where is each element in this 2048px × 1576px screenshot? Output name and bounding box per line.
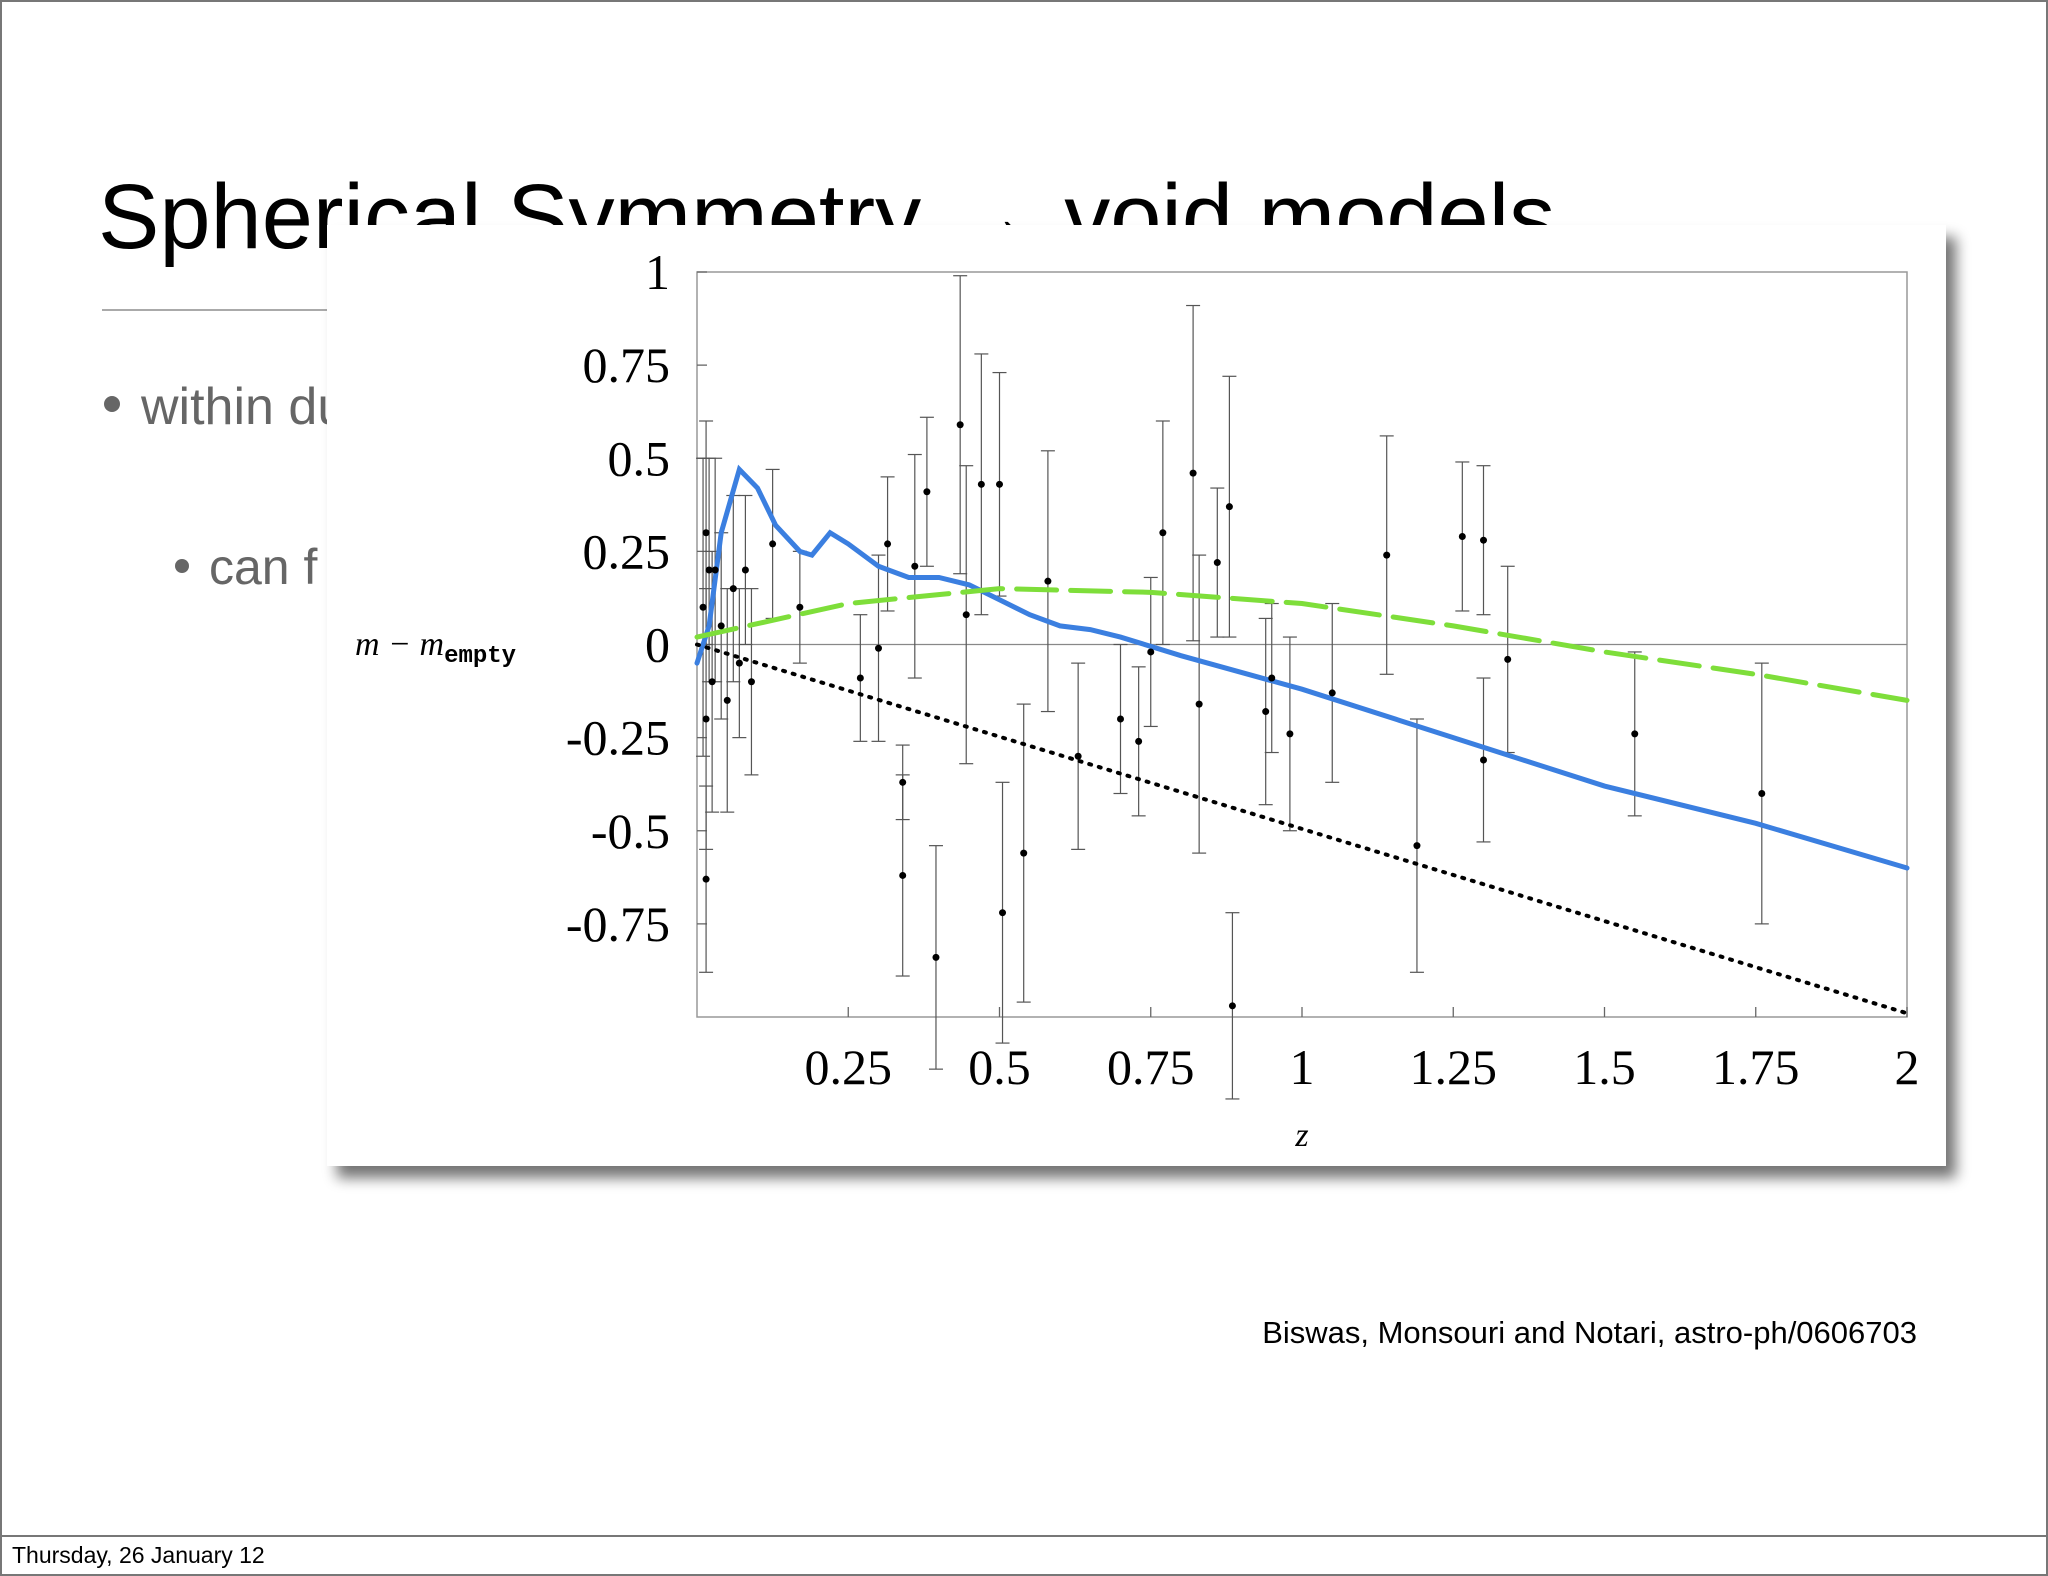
data-point xyxy=(956,421,964,429)
data-point xyxy=(899,871,907,879)
y-tick-label: 0.25 xyxy=(583,523,671,579)
data-point xyxy=(747,678,755,686)
data-point xyxy=(932,953,940,961)
curve xyxy=(694,586,1910,703)
y-axis-label-main: m − m xyxy=(355,626,444,663)
x-tick-label: 1.25 xyxy=(1410,1039,1498,1095)
y-tick-label: -0.25 xyxy=(566,710,670,766)
x-tick-label: 1.75 xyxy=(1712,1039,1800,1095)
data-point xyxy=(884,540,892,548)
data-point xyxy=(999,909,1007,917)
data-point xyxy=(1213,559,1221,567)
bullet xyxy=(175,559,189,573)
x-tick-label: 0.75 xyxy=(1107,1039,1195,1095)
y-axis-label-sub: empty xyxy=(444,643,516,670)
bullet xyxy=(104,396,120,412)
y-axis-label: m − mempty xyxy=(355,626,516,670)
data-point xyxy=(1159,529,1167,537)
data-point xyxy=(1225,503,1233,511)
data-point xyxy=(717,622,725,630)
data-point xyxy=(729,585,737,593)
data-point xyxy=(1480,756,1487,764)
chart-panel xyxy=(327,225,1946,1166)
data-point xyxy=(735,659,743,667)
curve xyxy=(695,642,1909,1016)
data-point xyxy=(1413,842,1421,850)
data-point xyxy=(1383,551,1391,559)
data-point xyxy=(708,678,716,686)
data-point xyxy=(796,603,804,611)
chart: 1 0.75 0.5 0.25 0 -0.25 -0.5 -0.75 0.25 0.5 0.75 1 1… xyxy=(355,244,1920,1154)
x-tick-label: 0.25 xyxy=(805,1039,893,1095)
data-point xyxy=(962,611,970,619)
data-point xyxy=(1262,708,1270,716)
bullet-text: within du xyxy=(140,378,346,436)
data-point xyxy=(1758,790,1766,797)
data-point xyxy=(1504,655,1512,663)
data-point xyxy=(1480,536,1487,544)
data-point xyxy=(923,488,931,496)
data-point xyxy=(702,875,710,883)
y-tick-label: 0.5 xyxy=(608,430,671,486)
data-point xyxy=(1117,715,1124,723)
data-point xyxy=(702,529,710,537)
data-point xyxy=(1044,577,1052,585)
data-point xyxy=(1268,674,1276,682)
x-tick-label: 0.5 xyxy=(968,1039,1031,1095)
data-point xyxy=(1631,730,1639,738)
x-tick-label: 1.5 xyxy=(1573,1039,1636,1095)
data-point xyxy=(1074,752,1082,760)
x-tick-label: 1 xyxy=(1290,1039,1315,1095)
data-point xyxy=(996,480,1003,488)
data-point xyxy=(1458,532,1466,540)
caption: Biswas, Monsouri and Notari, astro-ph/06… xyxy=(1262,1315,1917,1350)
x-tick-label: 2 xyxy=(1895,1039,1920,1095)
y-tick-label: -0.5 xyxy=(591,803,670,859)
data-point xyxy=(705,566,713,574)
data-point xyxy=(977,480,985,488)
x-axis-label: z xyxy=(1294,1117,1308,1154)
data-point xyxy=(1189,469,1197,477)
data-point xyxy=(702,715,710,723)
data-point xyxy=(1286,730,1294,738)
data-point xyxy=(856,674,864,682)
data-point xyxy=(1020,849,1028,857)
data-point xyxy=(723,696,731,704)
data-point xyxy=(741,566,749,574)
data-point xyxy=(1195,700,1203,708)
data-point xyxy=(699,603,707,611)
data-point xyxy=(911,562,919,570)
data-point xyxy=(769,540,777,548)
curve xyxy=(694,464,1910,871)
data-point xyxy=(1328,689,1336,697)
data-point xyxy=(899,778,907,786)
y-tick-label: -0.75 xyxy=(566,896,670,952)
y-tick-label: 1 xyxy=(645,244,670,300)
data-point xyxy=(875,644,882,652)
data-point xyxy=(1147,648,1155,656)
data-point xyxy=(711,566,719,574)
data-point xyxy=(1228,1002,1236,1010)
y-tick-label: 0.75 xyxy=(583,337,671,393)
bullet-text: can f xyxy=(209,539,318,595)
footer: Thursday, 26 January 12 xyxy=(12,1542,265,1568)
data-point xyxy=(1135,737,1143,745)
y-tick-label: 0 xyxy=(645,617,670,673)
